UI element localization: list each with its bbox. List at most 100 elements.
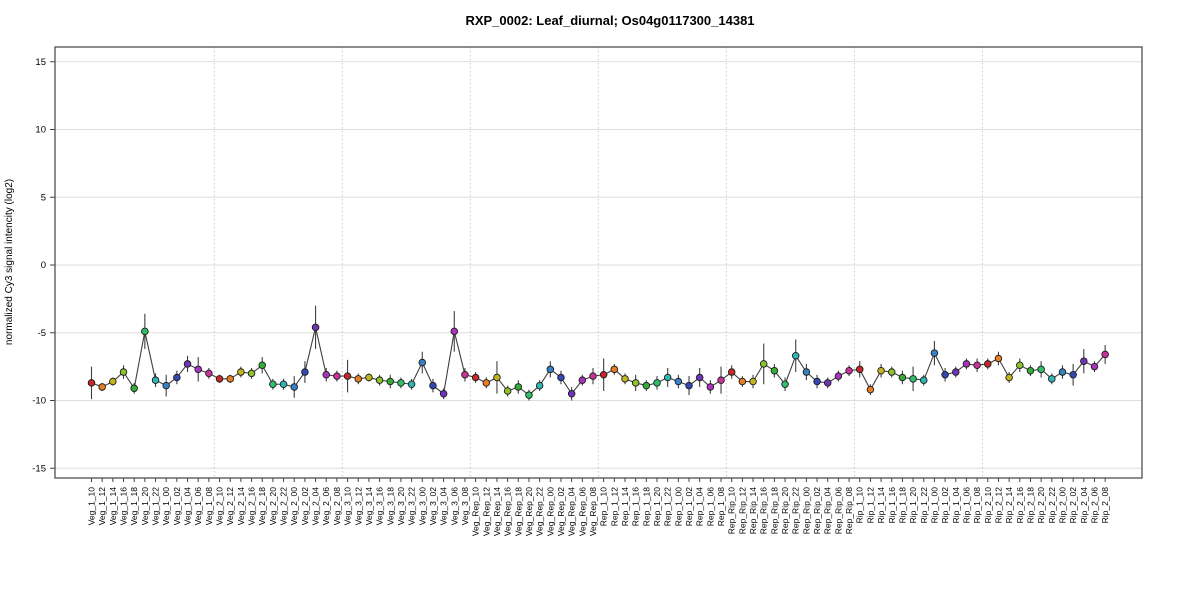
data-point [695, 373, 704, 382]
x-tick-label: Veg_Rep_14 [492, 487, 502, 536]
data-point [258, 361, 266, 370]
data-point [759, 360, 768, 368]
x-tick-label: Veg_Rep_16 [503, 487, 513, 536]
x-tick-label: Veg_3_12 [353, 487, 363, 526]
data-point [183, 360, 192, 368]
data-point [973, 361, 981, 370]
x-tick-label: Rep_Rip_22 [791, 487, 801, 535]
data-point [429, 381, 437, 390]
data-point [301, 368, 309, 376]
data-point [727, 368, 736, 376]
data-point [909, 375, 917, 383]
data-point [631, 379, 640, 387]
x-tick-label: Veg_2_14 [236, 487, 246, 526]
data-point [109, 377, 117, 386]
data-point [877, 366, 885, 375]
data-point [952, 368, 960, 376]
x-tick-label: Veg_2_20 [268, 487, 278, 526]
data-point [663, 373, 672, 382]
data-point [194, 365, 202, 374]
x-tick-label: Veg_1_16 [119, 487, 129, 526]
x-tick-label: Veg_3_10 [343, 487, 353, 526]
x-tick-label: Rep_1_16 [631, 487, 641, 527]
x-tick-label: Rep_Rip_18 [769, 487, 779, 535]
data-point [1101, 350, 1109, 359]
x-tick-label: Veg_3_14 [364, 487, 374, 526]
x-tick-label: Veg_Rep_06 [577, 487, 587, 536]
data-point [493, 373, 501, 382]
data-point [898, 373, 907, 382]
x-tick-label: Rip_2_20 [1036, 487, 1046, 524]
x-tick-label: Veg_1_12 [97, 487, 107, 526]
data-point [813, 377, 821, 386]
x-tick-label: Veg_2_06 [321, 487, 331, 526]
x-tick-label: Rip_2_00 [1057, 487, 1067, 524]
data-point [845, 366, 853, 375]
data-point [1026, 366, 1035, 375]
x-tick-label: Veg_2_22 [279, 487, 289, 526]
x-tick-label: Rep_1_14 [620, 487, 630, 527]
data-point [706, 383, 715, 391]
x-tick-label: Rep_Rip_00 [801, 487, 811, 535]
data-point [141, 327, 149, 336]
x-tick-label: Rep_1_22 [663, 487, 673, 527]
data-point [557, 373, 565, 382]
data-point [802, 368, 811, 376]
x-tick-label: Rip_1_14 [876, 487, 886, 524]
x-tick-label: Veg_2_16 [247, 487, 257, 526]
data-point [1048, 375, 1056, 383]
x-tick-label: Veg_2_00 [289, 487, 299, 526]
x-tick-label: Veg_Rep_12 [481, 487, 491, 536]
data-point [514, 383, 523, 391]
data-point [674, 377, 683, 386]
x-tick-label: Veg_2_10 [215, 487, 225, 526]
data-point [920, 376, 928, 384]
data-point [621, 375, 629, 383]
x-tick-label: Veg_1_14 [108, 487, 118, 526]
data-point [375, 376, 384, 384]
data-point [322, 371, 330, 379]
x-tick-label: Rep_Rip_10 [727, 487, 737, 535]
series-line [91, 327, 1106, 396]
data-point [237, 368, 245, 376]
x-tick-label: Rip_1_02 [940, 487, 950, 524]
x-tick-label: Rep_1_06 [705, 487, 715, 527]
x-tick-label: Rip_2_04 [1079, 487, 1089, 524]
data-point [791, 352, 800, 360]
x-tick-label: Rep_1_10 [599, 487, 609, 527]
x-tick-label: Veg_2_04 [311, 487, 321, 526]
x-tick-label: Rip_2_02 [1068, 487, 1078, 524]
x-tick-label: Rep_Rip_02 [812, 487, 822, 535]
data-point [333, 372, 341, 380]
data-point [578, 376, 587, 384]
x-tick-label: Rip_1_04 [951, 487, 961, 524]
data-point [407, 380, 416, 388]
x-tick-label: Rip_1_20 [908, 487, 918, 524]
data-point [1037, 365, 1045, 374]
x-tick-label: Veg_Rep_04 [567, 487, 577, 536]
x-tick-label: Veg_3_20 [396, 487, 406, 526]
x-tick-label: Veg_2_08 [332, 487, 342, 526]
data-point [151, 376, 160, 384]
x-tick-label: Veg_3_08 [460, 487, 470, 526]
x-tick-label: Veg_1_06 [193, 487, 203, 526]
y-axis-label: normalized Cy3 signal intencity (log2) [4, 179, 15, 345]
data-point [1005, 373, 1013, 382]
data-point [685, 381, 693, 390]
x-tick-label: Veg_3_18 [385, 487, 395, 526]
x-tick-label: Veg_1_18 [129, 487, 139, 526]
data-point [397, 379, 405, 387]
data-point [482, 379, 491, 387]
data-point [1069, 371, 1077, 379]
x-tick-label: Rep_Rip_14 [748, 487, 758, 535]
x-tick-label: Rip_1_06 [961, 487, 971, 524]
x-tick-label: Rep_1_12 [609, 487, 619, 527]
data-point [749, 377, 757, 386]
data-point [386, 377, 395, 386]
data-point [1058, 368, 1067, 376]
data-point [343, 372, 352, 380]
x-tick-label: Veg_1_08 [204, 487, 214, 526]
data-point [1080, 357, 1088, 365]
x-tick-label: Veg_3_02 [428, 487, 438, 526]
data-point [941, 371, 949, 379]
